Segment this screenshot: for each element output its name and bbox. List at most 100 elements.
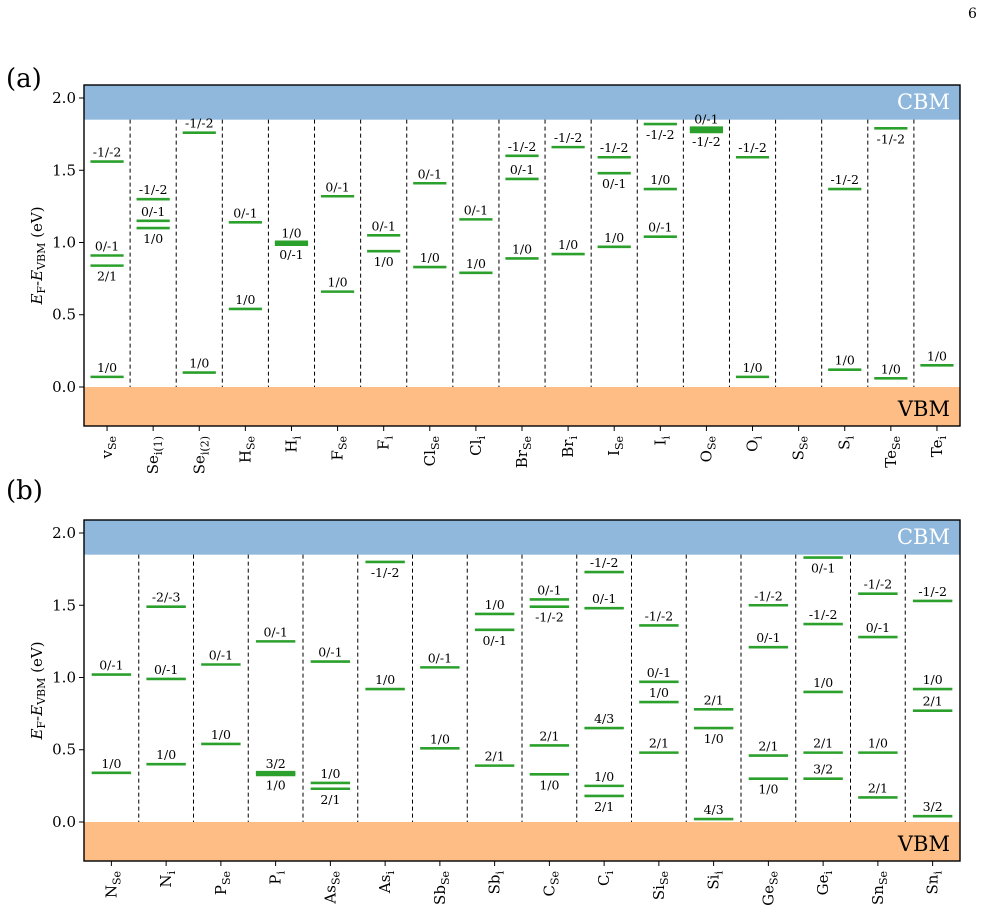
x-tick-label: Sei(2) [190, 436, 211, 474]
transition-level-label: -1/-2 [371, 565, 400, 580]
transition-level-label: 2/1 [649, 736, 669, 751]
x-tick-label: OSe [697, 436, 718, 462]
x-tick-label: SiSe [650, 871, 671, 900]
y-tick-label: 1.5 [52, 161, 76, 179]
x-tick-label: Si [836, 436, 857, 450]
transition-level-label: 2/1 [320, 792, 340, 807]
transition-level-label: -1/-2 [508, 139, 537, 154]
transition-level-label: -1/-2 [864, 577, 893, 592]
transition-level-label: -1/-2 [185, 116, 214, 131]
defect-column-HSe: 0/-1 1/0 [228, 205, 262, 311]
x-tick-label: Cli [467, 436, 488, 456]
transition-level-label: 1/0 [328, 275, 348, 290]
transition-level-label: 4/3 [594, 711, 614, 726]
transition-level-label: 0/-1 [263, 624, 287, 639]
transition-level-label: -1/-2 [830, 172, 859, 187]
transition-level-label: 3/2 [813, 762, 833, 777]
defect-column-PSe: 0/-1 1/0 [201, 647, 241, 746]
transition-level-label: 1/0 [430, 731, 450, 746]
transition-level-label: 1/0 [189, 356, 209, 371]
transition-level-label: 1/0 [881, 361, 901, 376]
transition-level-label: -1/-2 [877, 131, 906, 146]
y-tick-label: 0.0 [52, 813, 76, 831]
x-tick-label: TeSe [882, 436, 903, 468]
panel-b-plot: CBM VBM 0/-1 1/0 NSe -2/-3 0/-1 1/0 Ni 0/-1 1/0 PSe… [28, 519, 961, 906]
transition-level-label: 0/-1 [811, 561, 835, 576]
transition-level-label: 3/2 [923, 799, 943, 814]
transition-level-label: 1/0 [558, 237, 578, 252]
transition-level-label: 1/0 [320, 766, 340, 781]
transition-level-label: 1/0 [485, 597, 505, 612]
x-tick-label: PSe [212, 871, 233, 895]
transition-level-label: 1/0 [101, 756, 121, 771]
defect-column-Hi: 1/0 0/-1 [274, 225, 309, 262]
x-tick-label: FSe [329, 436, 350, 460]
transition-level-label: 0/-1 [372, 218, 396, 233]
defect-column-Pi: 0/-1 3/2 1/0 [255, 624, 296, 792]
cbm-band [84, 520, 960, 555]
x-tick-label: SnSe [869, 871, 890, 905]
x-tick-label: Ii [651, 436, 672, 446]
transition-level-label: 1/0 [868, 736, 888, 751]
transition-level-label: -1/-2 [93, 145, 122, 160]
y-tick-label: 1.5 [52, 596, 76, 614]
defect-column-Bri: -1/-2 1/0 [551, 130, 585, 256]
x-tick-label: Sni [924, 871, 945, 895]
defect-column-Tei: 1/0 [920, 348, 954, 367]
transition-level-label: 1/0 [466, 256, 486, 271]
defect-column-Oi: -1/-2 1/0 [735, 140, 770, 379]
x-tick-label: Fi [375, 436, 396, 450]
page-number: 6 [968, 6, 977, 22]
defect-column-Si: -1/-2 1/0 [828, 172, 862, 371]
vbm-label: VBM [897, 832, 950, 856]
transition-level-label: 0/-1 [482, 633, 506, 648]
transition-level-label: 1/0 [375, 672, 395, 687]
defect-column-Asi: -1/-2 1/0 [365, 560, 405, 691]
y-tick-label: 2.0 [52, 524, 76, 542]
transition-level-label: 0/-1 [141, 204, 165, 219]
y-axis-label: EF-EVBM (eV) [28, 641, 48, 740]
transition-level-label: 0/-1 [510, 162, 534, 177]
transition-level-label: -1/-2 [754, 588, 783, 603]
x-tick-label: AsSe [321, 871, 342, 905]
transition-level-label: 2/1 [97, 269, 117, 284]
defect-column-BrSe: -1/-2 0/-1 1/0 [505, 139, 539, 260]
cbm-label: CBM [897, 525, 950, 549]
defect-column-GeSe: -1/-2 0/-1 2/1 1/0 [748, 588, 789, 797]
transition-level-label: 1/0 [813, 675, 833, 690]
x-tick-label: Asi [376, 871, 397, 895]
transition-level-label: 1/0 [266, 777, 286, 792]
y-tick-label: 0.5 [52, 306, 76, 324]
defect-column-Ci: -1/-2 0/-1 4/3 1/0 2/1 [584, 555, 624, 814]
transition-level-label: 0/-1 [418, 166, 442, 181]
transition-level-label: 1/0 [742, 360, 762, 375]
transition-level-label: 0/-1 [464, 202, 488, 217]
transition-level-label: 0/-1 [648, 220, 672, 235]
defect-column-OSe: 0/-1 -1/-2 [689, 111, 724, 149]
transition-level-label: -1/-2 [646, 127, 675, 142]
x-tick-label: HSe [236, 436, 257, 463]
x-tick-label: Pi [267, 871, 288, 885]
transition-level-label: 2/1 [813, 736, 833, 751]
defect-column-ISe: -1/-2 0/-1 1/0 [597, 140, 631, 249]
vbm-label: VBM [897, 397, 950, 421]
transition-level-label: 0/-1 [95, 239, 119, 254]
defect-column-Sni: -1/-2 1/0 2/1 3/2 [912, 584, 953, 818]
defect-column-Ni: -2/-3 0/-1 1/0 [146, 590, 186, 766]
transition-level-label: 0/-1 [318, 645, 342, 660]
transition-level-label: 0/-1 [756, 630, 780, 645]
x-tick-label: Sei(1) [144, 436, 165, 474]
transition-level-label: 0/-1 [602, 176, 626, 191]
transition-level-label: 0/-1 [537, 582, 561, 597]
defect-column-Fi: 0/-1 1/0 [367, 218, 401, 269]
transition-level-label: 1/0 [594, 769, 614, 784]
transition-level-label: 1/0 [927, 348, 947, 363]
transition-level-label: 0/-1 [694, 111, 718, 126]
x-tick-label: Bri [559, 436, 580, 458]
defect-column-CSe: 0/-1 -1/-2 2/1 1/0 [529, 582, 570, 792]
transition-level-label: 1/0 [97, 360, 117, 375]
transition-level-label: 1/0 [281, 225, 301, 240]
transition-level-label: 2/1 [868, 780, 888, 795]
defect-column-Sbi: 1/0 0/-1 2/1 [474, 597, 515, 767]
